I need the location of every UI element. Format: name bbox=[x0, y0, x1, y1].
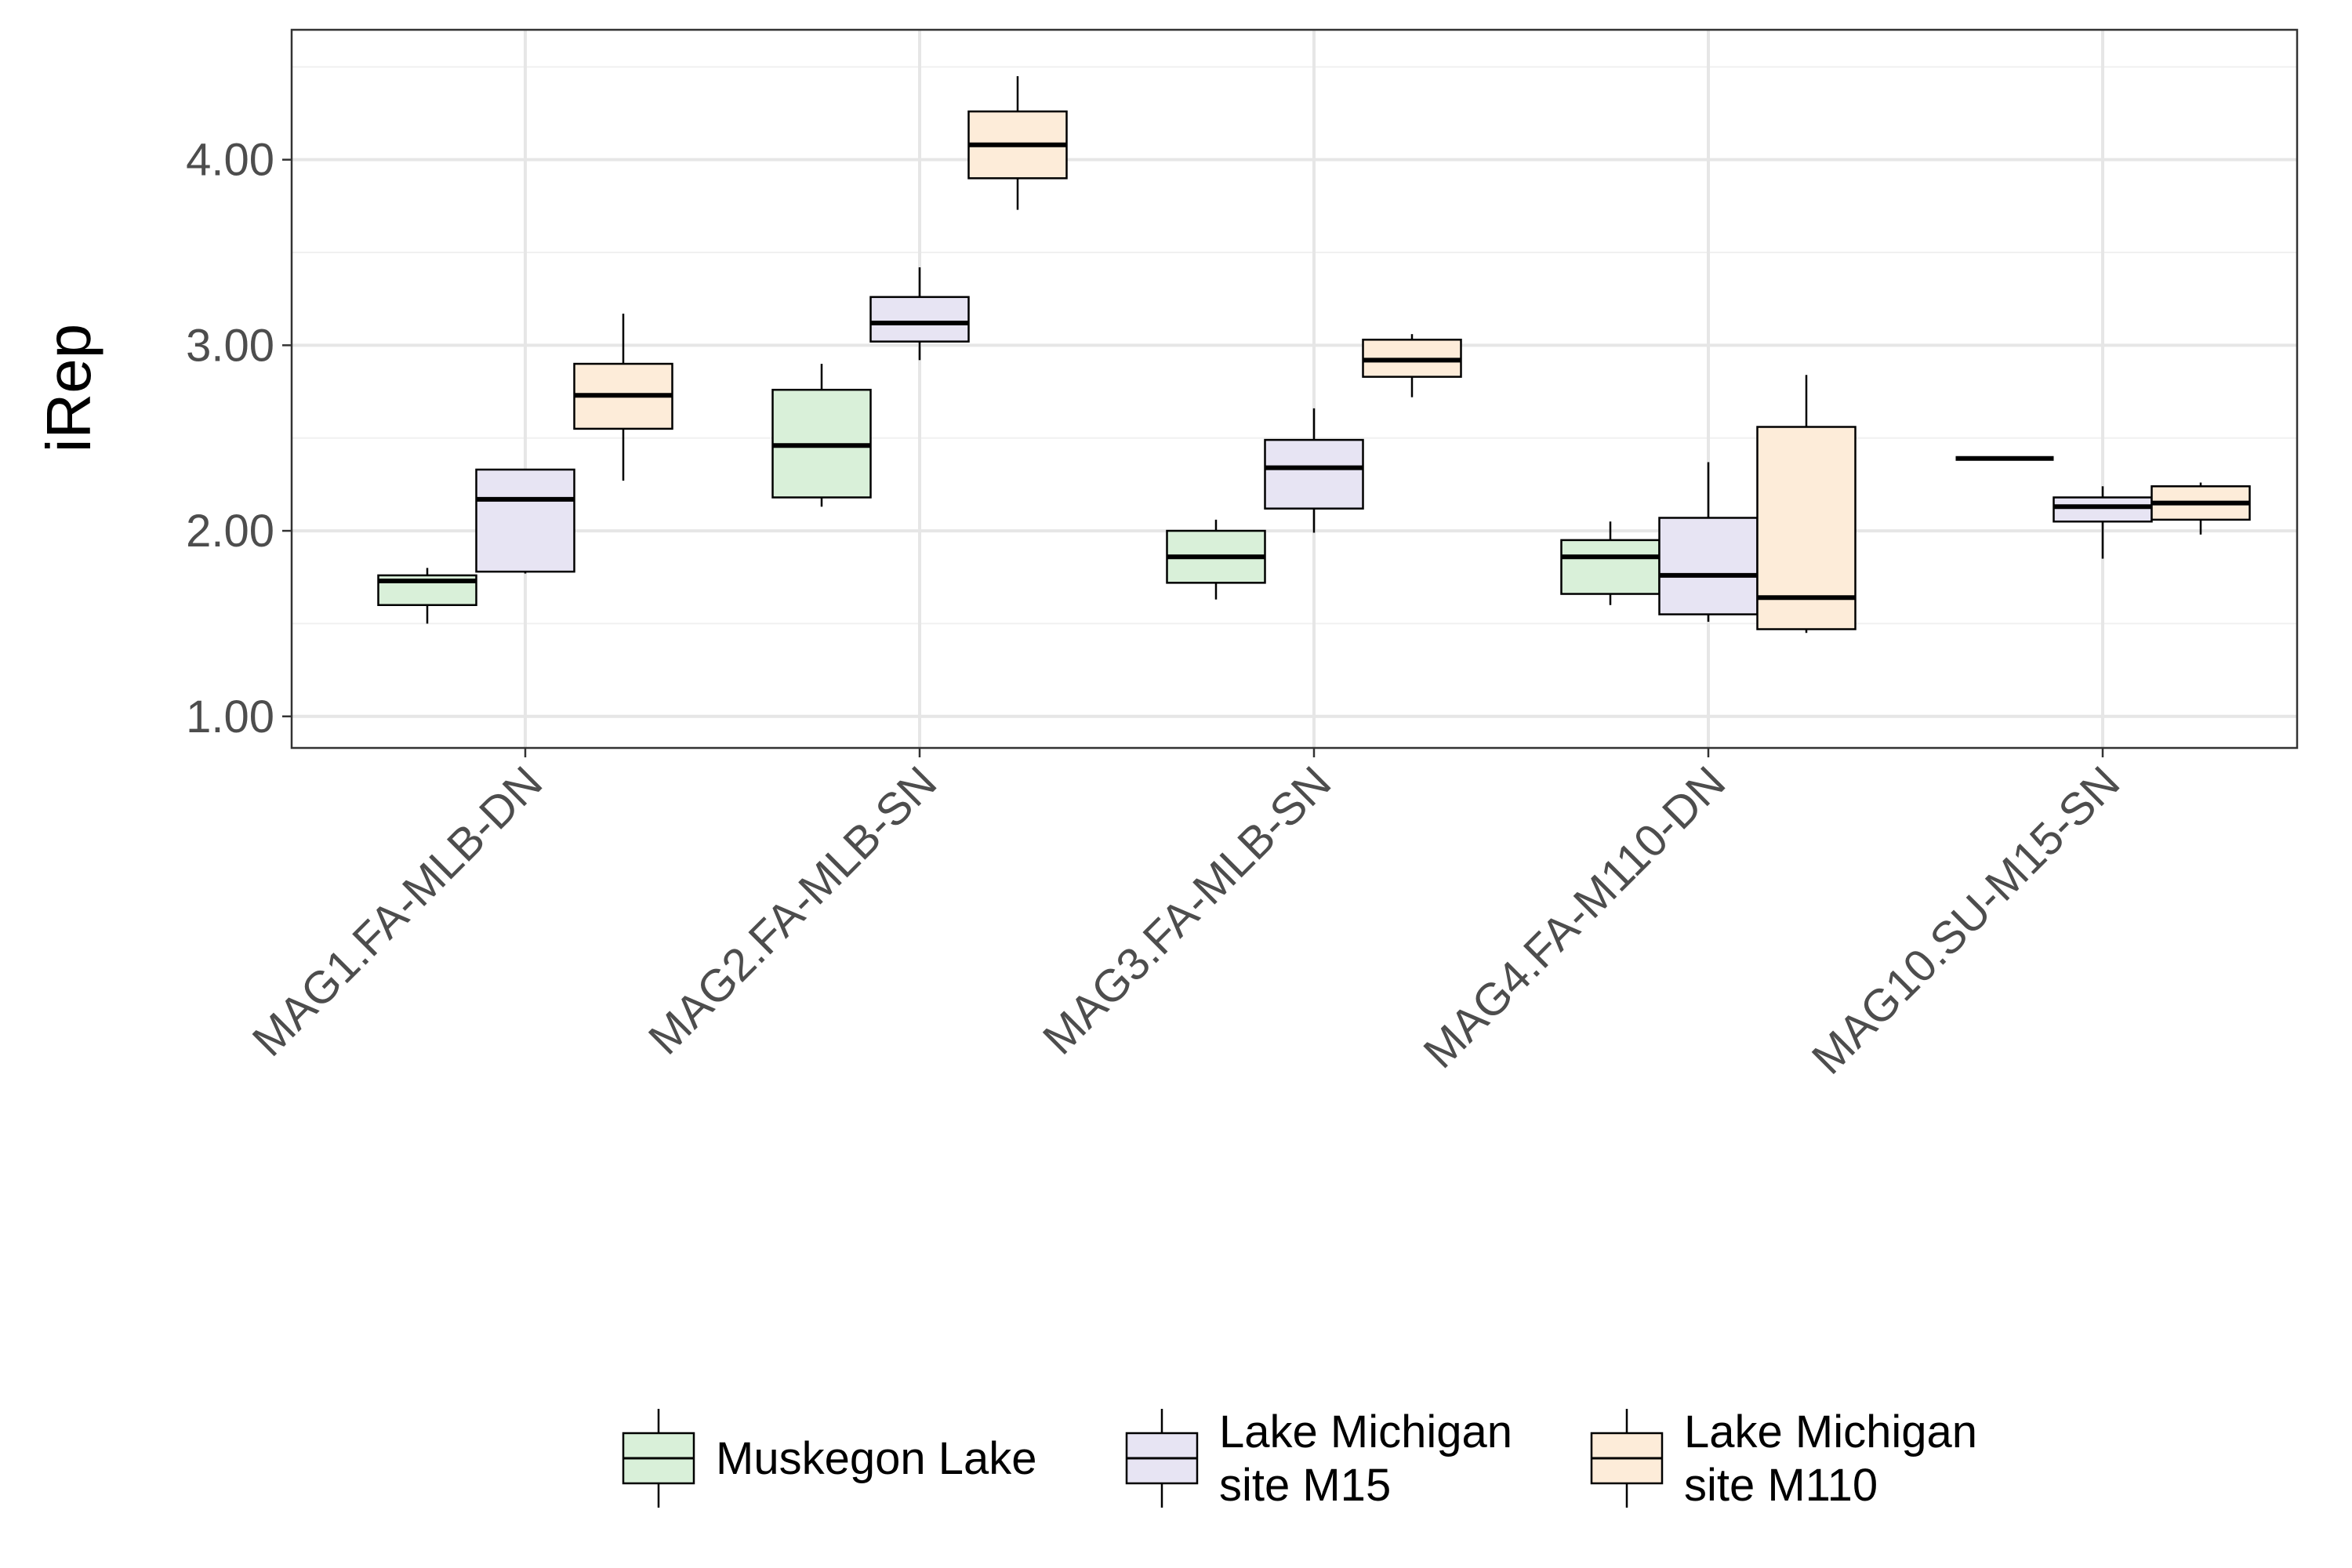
legend-label-2-1: site M110 bbox=[1684, 1460, 1878, 1511]
box-body-1-3 bbox=[1658, 517, 1759, 615]
y-tick-label-0: 1.00 bbox=[186, 691, 274, 742]
legend-item-0: Muskegon Lake bbox=[622, 1409, 1036, 1508]
box-1-1 bbox=[869, 267, 970, 361]
box-body-1-2 bbox=[1264, 438, 1364, 510]
box-2-4 bbox=[2151, 482, 2251, 535]
box-0-2 bbox=[1166, 519, 1266, 600]
y-tick-label-3: 4.00 bbox=[186, 135, 274, 186]
legend-label-1-0: Lake Michigan bbox=[1219, 1406, 1512, 1457]
x-tick-label-0: MAG1.FA-MLB-DN bbox=[243, 757, 553, 1066]
legend-key-1 bbox=[1125, 1409, 1199, 1508]
box-1-4 bbox=[2053, 486, 2153, 559]
legend-label-1-1: site M15 bbox=[1219, 1460, 1391, 1511]
box-2-0 bbox=[573, 314, 673, 481]
box-0-0 bbox=[377, 568, 477, 624]
y-axis-title: iRep bbox=[34, 324, 103, 453]
legend-key-0 bbox=[622, 1409, 695, 1508]
box-2-3 bbox=[1756, 375, 1857, 633]
box-1-2 bbox=[1264, 408, 1364, 533]
box-1-0 bbox=[475, 468, 575, 574]
legend-label-0-0: Muskegon Lake bbox=[716, 1433, 1036, 1484]
box-body-1-4 bbox=[2053, 496, 2153, 523]
box-0-1 bbox=[771, 364, 872, 507]
x-tick-label-1: MAG2.FA-MLB-SN bbox=[639, 757, 946, 1064]
legend-label-2-0: Lake Michigan bbox=[1684, 1406, 1977, 1457]
box-1-3 bbox=[1658, 462, 1759, 622]
x-tick-label-3: MAG4.FA-M110-DN bbox=[1414, 757, 1735, 1078]
box-body-1-1 bbox=[869, 296, 970, 343]
boxplots bbox=[377, 76, 2251, 633]
y-tick-label-2: 3.00 bbox=[186, 320, 274, 371]
plot-panel-border bbox=[290, 28, 2299, 750]
x-tick-label-4: MAG10.SU-M15-SN bbox=[1802, 757, 2129, 1083]
box-body-0-3 bbox=[1560, 539, 1661, 595]
box-2-2 bbox=[1362, 334, 1462, 397]
y-tick-label-1: 2.00 bbox=[186, 506, 274, 557]
box-2-1 bbox=[967, 76, 1068, 210]
x-tick-label-2: MAG3.FA-MLB-SN bbox=[1033, 757, 1341, 1064]
grid bbox=[292, 30, 2297, 748]
box-0-3 bbox=[1560, 521, 1661, 605]
box-body-1-0 bbox=[475, 468, 575, 573]
legend-key-2 bbox=[1590, 1409, 1664, 1508]
